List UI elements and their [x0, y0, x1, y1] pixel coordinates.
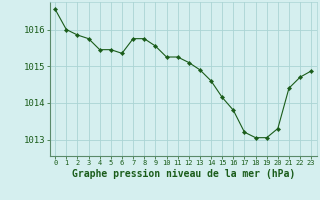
X-axis label: Graphe pression niveau de la mer (hPa): Graphe pression niveau de la mer (hPa): [72, 169, 295, 179]
